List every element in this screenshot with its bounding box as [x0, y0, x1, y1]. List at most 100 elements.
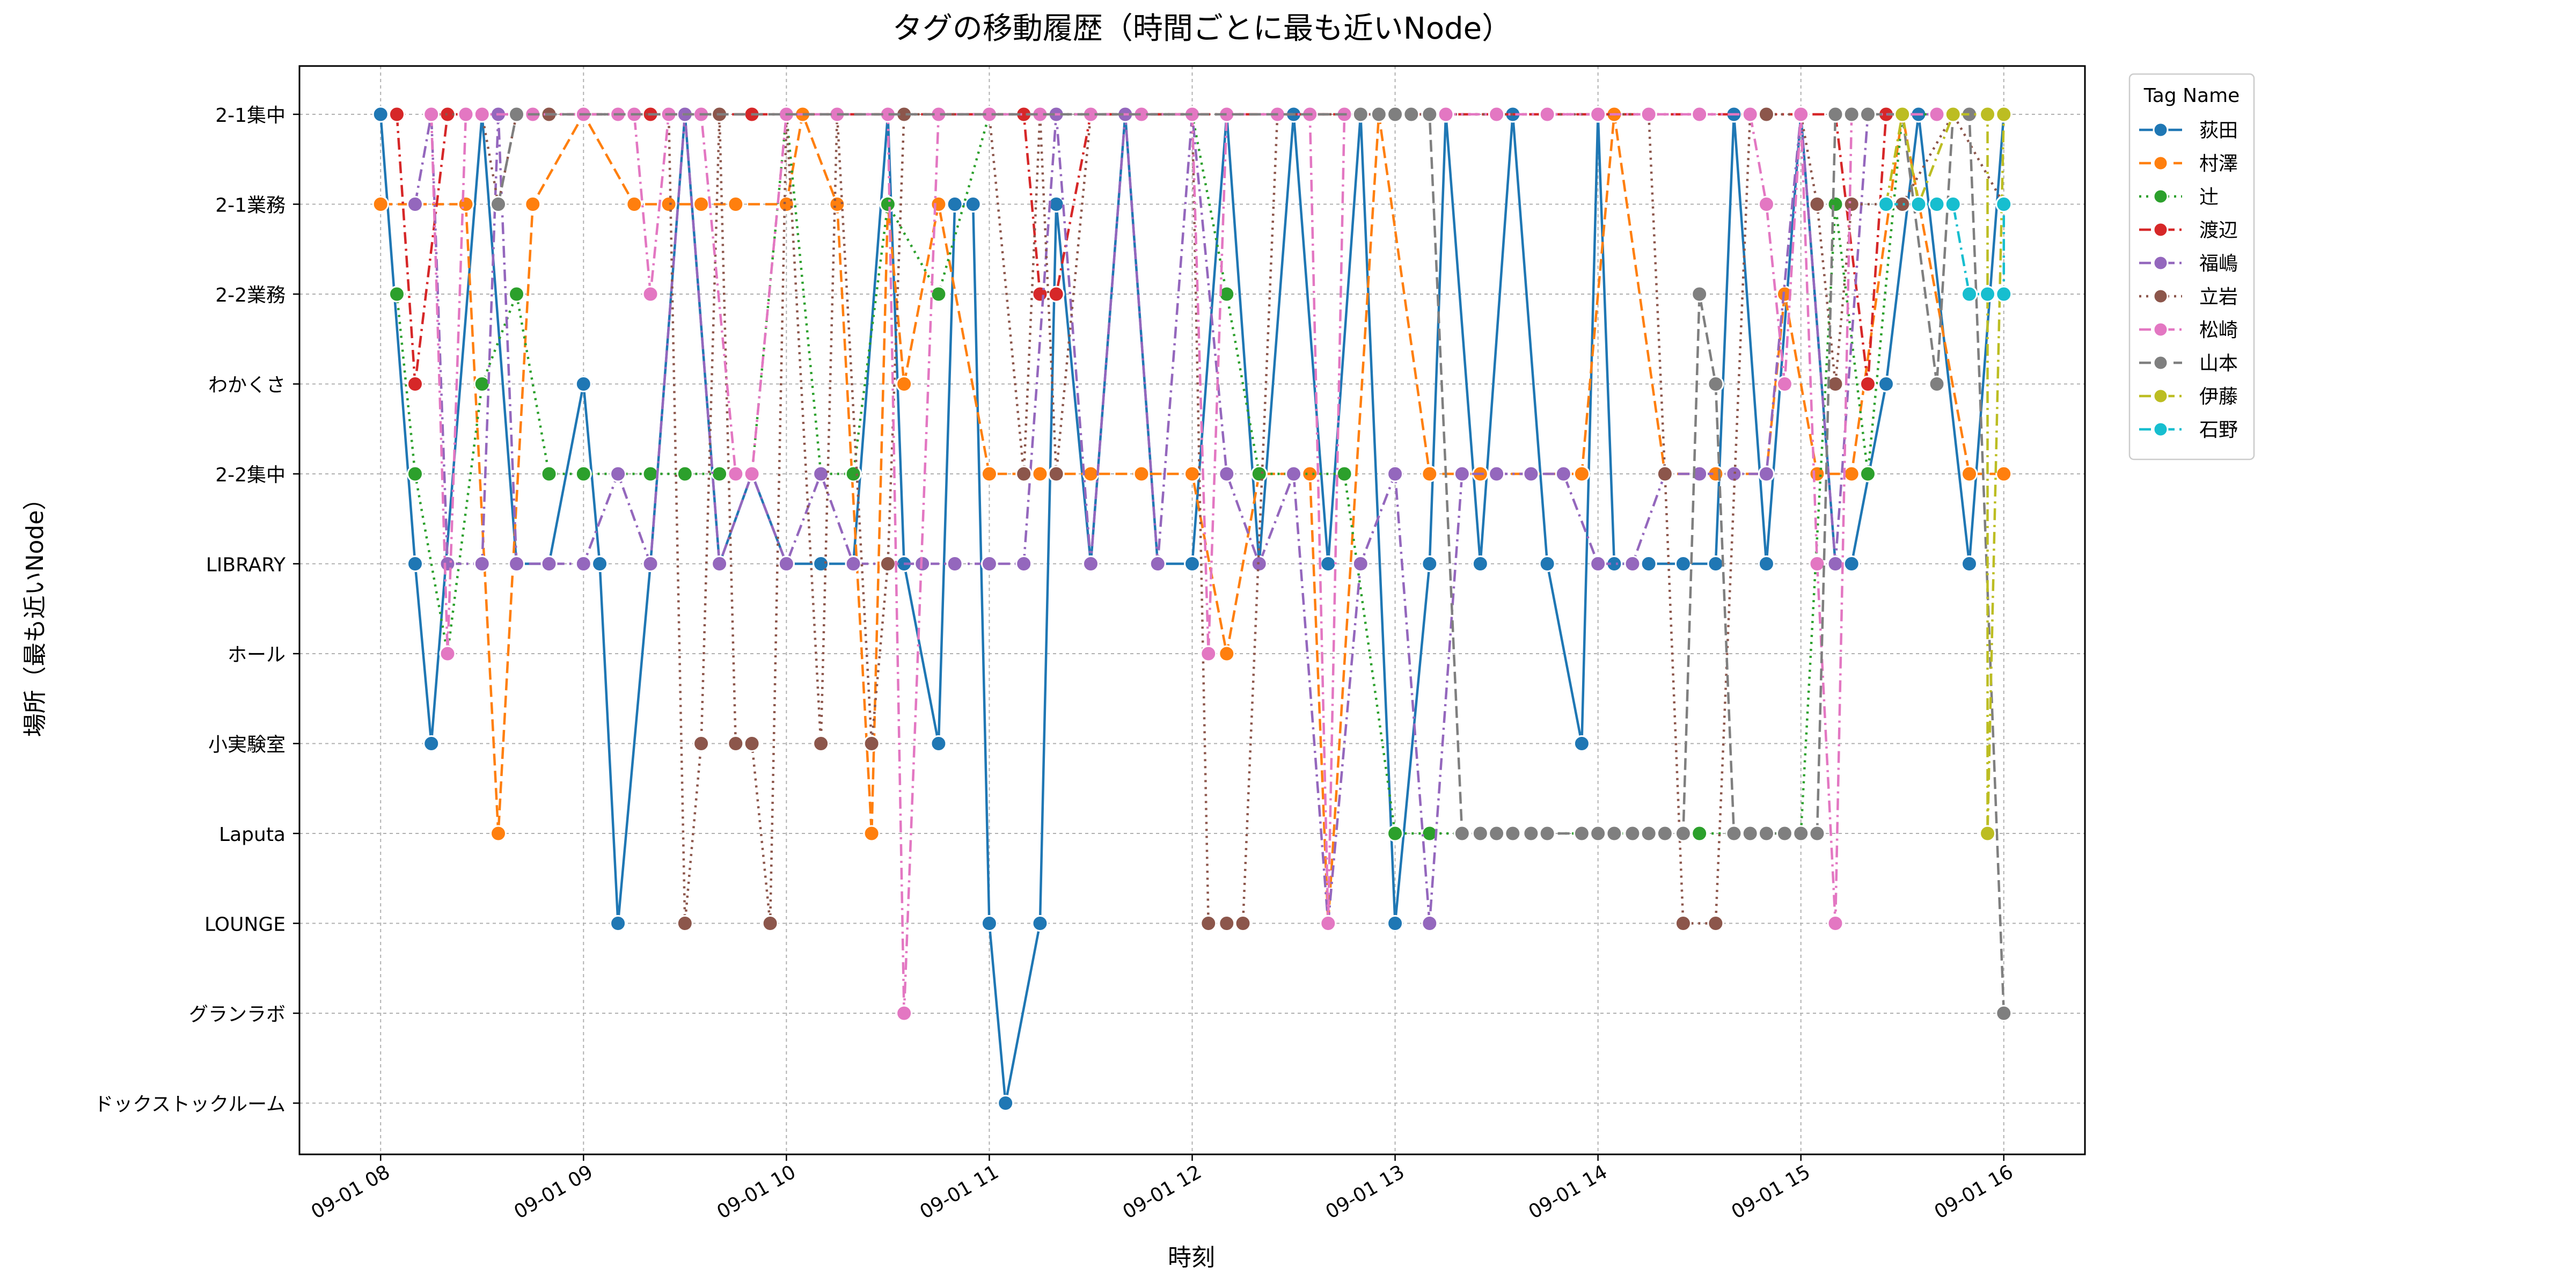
data-point	[980, 555, 998, 572]
y-tick-label: 2-2業務	[215, 284, 286, 306]
data-point	[423, 106, 440, 123]
data-point	[813, 465, 830, 482]
data-point	[575, 376, 592, 392]
data-point	[1859, 376, 1876, 392]
data-point	[1843, 465, 1860, 482]
data-point	[423, 735, 440, 752]
data-point	[1031, 465, 1049, 482]
data-point	[1082, 465, 1099, 482]
legend-swatch-marker	[2153, 155, 2169, 171]
data-point	[1741, 825, 1759, 842]
data-point	[1809, 196, 1826, 213]
data-point	[1421, 915, 1438, 932]
data-point	[1453, 465, 1470, 482]
data-point	[575, 555, 592, 572]
data-point	[1048, 196, 1065, 213]
data-point	[388, 286, 405, 303]
data-point	[1421, 465, 1438, 482]
data-point	[1928, 196, 1945, 213]
legend-label: 立岩	[2199, 286, 2238, 308]
data-point	[1674, 555, 1692, 572]
x-axis-label: 時刻	[1168, 1244, 1215, 1271]
data-point	[1573, 465, 1590, 482]
data-point	[964, 196, 982, 213]
data-point	[727, 465, 744, 482]
data-point	[610, 465, 627, 482]
legend-label: 石野	[2199, 419, 2238, 441]
data-point	[813, 735, 830, 752]
data-point	[660, 196, 677, 213]
data-point	[1707, 915, 1724, 932]
data-point	[1015, 465, 1033, 482]
data-point	[1979, 825, 1996, 842]
data-point	[508, 286, 525, 303]
data-point	[1573, 735, 1590, 752]
data-point	[1827, 555, 1844, 572]
data-point	[1961, 286, 1978, 303]
data-point	[676, 915, 693, 932]
legend-swatch-marker	[2153, 255, 2169, 271]
data-point	[610, 915, 627, 932]
data-point	[1894, 106, 1911, 123]
data-point	[1843, 196, 1860, 213]
data-point	[508, 106, 525, 123]
data-point	[1624, 825, 1641, 842]
data-point	[813, 555, 830, 572]
data-point	[1809, 825, 1826, 842]
legend-swatch-marker	[2153, 288, 2169, 304]
data-point	[1453, 825, 1470, 842]
data-point	[1573, 825, 1590, 842]
data-point	[1995, 286, 2012, 303]
data-point	[930, 735, 947, 752]
data-point	[1827, 376, 1844, 392]
data-point	[1624, 555, 1641, 572]
data-point	[1691, 825, 1708, 842]
data-point	[1827, 196, 1844, 213]
data-point	[490, 825, 507, 842]
y-tick-label: Laputa	[219, 824, 286, 846]
data-point	[980, 915, 998, 932]
data-point	[1421, 106, 1438, 123]
series	[490, 106, 2012, 1022]
data-point	[1656, 825, 1673, 842]
data-point	[1640, 106, 1657, 123]
data-point	[1656, 465, 1673, 482]
data-point	[711, 555, 728, 572]
y-tick-label: グランラボ	[189, 1004, 286, 1026]
data-point	[642, 555, 659, 572]
data-point	[1149, 555, 1166, 572]
data-point	[1809, 555, 1826, 572]
data-point	[1758, 106, 1775, 123]
data-point	[1640, 555, 1657, 572]
data-point	[1792, 825, 1810, 842]
data-point	[1539, 825, 1556, 842]
legend-label: 渡辺	[2199, 219, 2238, 241]
data-point	[1301, 465, 1319, 482]
data-point	[1758, 196, 1775, 213]
data-point	[1048, 465, 1065, 482]
data-point	[642, 465, 659, 482]
data-point	[1725, 465, 1743, 482]
data-point	[524, 196, 541, 213]
legend-title: Tag Name	[2143, 85, 2240, 107]
data-point	[1995, 196, 2012, 213]
data-point	[1370, 106, 1387, 123]
data-point	[1995, 465, 2012, 482]
y-tick-label: LIBRARY	[206, 554, 286, 576]
data-point	[1320, 555, 1337, 572]
data-point	[1691, 465, 1708, 482]
data-point	[1843, 106, 1860, 123]
data-point	[406, 555, 423, 572]
data-point	[1015, 555, 1033, 572]
data-point	[1336, 465, 1353, 482]
y-tick-label: 2-1業務	[215, 195, 286, 217]
data-point	[388, 106, 405, 123]
data-point	[372, 196, 389, 213]
legend-swatch-marker	[2153, 421, 2169, 437]
data-point	[1859, 465, 1876, 482]
data-point	[1979, 106, 1996, 123]
data-point	[1555, 465, 1572, 482]
data-point	[1472, 555, 1489, 572]
data-point	[1843, 555, 1860, 572]
